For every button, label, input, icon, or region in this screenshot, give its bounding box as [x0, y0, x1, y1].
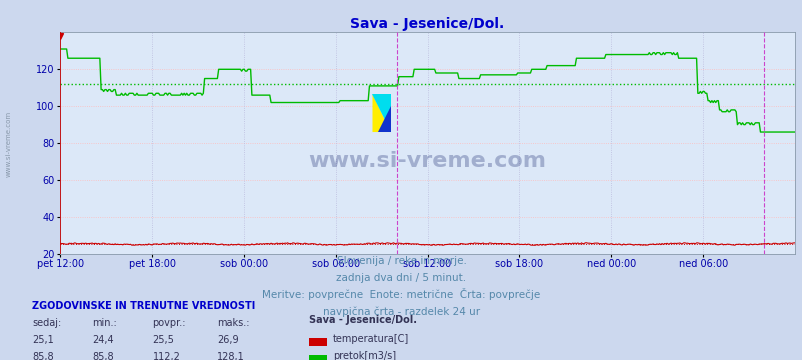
Text: 85,8: 85,8	[32, 352, 54, 360]
Polygon shape	[372, 94, 391, 132]
Text: www.si-vreme.com: www.si-vreme.com	[308, 151, 546, 171]
Text: zadnja dva dni / 5 minut.: zadnja dva dni / 5 minut.	[336, 273, 466, 283]
Text: min.:: min.:	[92, 318, 117, 328]
Text: Slovenija / reke in morje.: Slovenija / reke in morje.	[336, 256, 466, 266]
Text: www.si-vreme.com: www.si-vreme.com	[6, 111, 12, 177]
Text: 24,4: 24,4	[92, 335, 114, 345]
Text: pretok[m3/s]: pretok[m3/s]	[333, 351, 396, 360]
Text: 25,1: 25,1	[32, 335, 54, 345]
Text: 26,9: 26,9	[217, 335, 238, 345]
Title: Sava - Jesenice/Dol.: Sava - Jesenice/Dol.	[350, 17, 504, 31]
Polygon shape	[378, 106, 391, 132]
Text: Sava - Jesenice/Dol.: Sava - Jesenice/Dol.	[309, 315, 416, 325]
Text: ZGODOVINSKE IN TRENUTNE VREDNOSTI: ZGODOVINSKE IN TRENUTNE VREDNOSTI	[32, 301, 255, 311]
Text: sedaj:: sedaj:	[32, 318, 61, 328]
Text: 25,5: 25,5	[152, 335, 174, 345]
Text: 128,1: 128,1	[217, 352, 245, 360]
Text: 85,8: 85,8	[92, 352, 114, 360]
Text: temperatura[C]: temperatura[C]	[333, 334, 409, 345]
Text: maks.:: maks.:	[217, 318, 249, 328]
Text: povpr.:: povpr.:	[152, 318, 186, 328]
Polygon shape	[372, 94, 391, 132]
Text: Meritve: povprečne  Enote: metrične  Črta: povprečje: Meritve: povprečne Enote: metrične Črta:…	[262, 288, 540, 300]
Text: navpična črta - razdelek 24 ur: navpična črta - razdelek 24 ur	[322, 307, 480, 318]
Text: 112,2: 112,2	[152, 352, 180, 360]
